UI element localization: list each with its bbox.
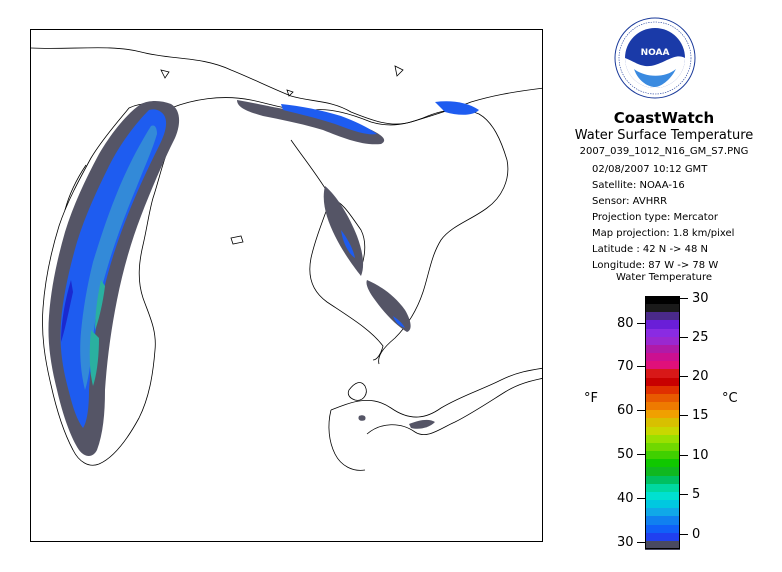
scale-title: Water Temperature: [615, 272, 713, 283]
lake-huron-west-shore: [290, 139, 384, 361]
fahrenheit-tick-label: 70: [617, 359, 634, 374]
celsius-tick: [680, 455, 688, 456]
celsius-tick-label: 5: [692, 487, 701, 502]
colorbar-segment: [645, 296, 680, 305]
lake-erie-coastline: [330, 367, 542, 418]
colorbar-segment: [645, 377, 680, 387]
longitude-text: Longitude: 87 W -> 78 W: [592, 260, 719, 271]
colorbar-segment: [645, 344, 680, 354]
fahrenheit-tick-label: 40: [617, 491, 634, 506]
fahrenheit-tick: [637, 323, 645, 324]
lake-michigan-coastline: [42, 103, 178, 466]
colorbar-segment: [645, 304, 680, 313]
colorbar-segment: [645, 516, 680, 526]
fahrenheit-tick: [637, 498, 645, 499]
colorbar-segment: [645, 369, 680, 379]
green-bay-coastline: [64, 164, 87, 211]
island-outline: [230, 235, 244, 245]
sensor-text: Sensor: AVHRR: [592, 196, 668, 207]
fahrenheit-tick: [637, 410, 645, 411]
celsius-tick-label: 20: [692, 369, 709, 384]
lake-michigan-temperature-field: [48, 101, 180, 456]
island-outline: [394, 65, 404, 77]
colorbar-segment: [645, 540, 680, 550]
noaa-logo: NOAA: [614, 17, 696, 99]
colorbar-segment: [645, 483, 680, 493]
product-subtitle: Water Surface Temperature: [574, 128, 754, 143]
celsius-tick-label: 25: [692, 330, 709, 345]
colorbar-segment: [645, 467, 680, 477]
celsius-tick-label: 15: [692, 408, 709, 423]
colorbar-segment: [645, 508, 680, 517]
colorbar-segment: [645, 434, 680, 444]
svg-text:NOAA: NOAA: [641, 48, 670, 58]
lake-huron-north-shore: [170, 97, 508, 161]
colorbar-segment: [645, 320, 680, 330]
lake-st-clair: [347, 382, 367, 401]
island-outline: [286, 89, 294, 97]
saginaw-bay-coastline: [330, 197, 366, 269]
colorbar-segment: [645, 336, 680, 346]
colorbar-segment: [645, 426, 680, 436]
colorbar-segment: [645, 328, 680, 338]
fahrenheit-tick-label: 30: [617, 535, 634, 550]
fahrenheit-tick-label: 80: [617, 316, 634, 331]
product-title: CoastWatch: [613, 109, 715, 127]
celsius-tick: [680, 415, 688, 416]
colorbar-segment: [645, 475, 680, 485]
fahrenheit-tick-label: 60: [617, 403, 634, 418]
celsius-tick: [680, 534, 688, 535]
fahrenheit-unit-label: °F: [584, 391, 598, 406]
lake-erie-north-shore: [366, 378, 542, 436]
great-lakes-map: [31, 47, 542, 471]
latitude-text: Latitude : 42 N -> 48 N: [592, 244, 708, 255]
fahrenheit-tick: [637, 542, 645, 543]
colorbar-border: [645, 296, 680, 549]
temperature-colorbar: [645, 296, 680, 550]
colorbar-segment: [645, 353, 680, 362]
fahrenheit-tick: [637, 454, 645, 455]
colorbar-segment: [645, 385, 680, 395]
datetime-text: 02/08/2007 10:12 GMT: [592, 164, 708, 175]
lake-erie-west-end: [328, 409, 366, 471]
image-filename: 2007_039_1012_N16_GM_S7.PNG: [579, 146, 749, 157]
fahrenheit-tick-label: 50: [617, 447, 634, 462]
colorbar-segment: [645, 451, 680, 460]
colorbar-segment: [645, 393, 680, 403]
colorbar-segment: [645, 361, 680, 371]
north-shore-temperature-field: [237, 100, 479, 145]
celsius-tick-label: 30: [692, 291, 709, 306]
island-outline: [160, 69, 170, 79]
colorbar-segment: [645, 491, 680, 501]
colorbar-segment: [645, 418, 680, 428]
celsius-unit-label: °C: [722, 391, 738, 406]
lake-huron-east-shore: [378, 159, 509, 365]
celsius-tick: [680, 337, 688, 338]
colorbar-segment: [645, 402, 680, 411]
map-panel: [30, 29, 543, 542]
projection-type-text: Projection type: Mercator: [592, 212, 718, 223]
celsius-tick-label: 0: [692, 527, 701, 542]
celsius-tick: [680, 298, 688, 299]
colorbar-segment: [645, 500, 680, 509]
colorbar-segment: [645, 532, 680, 542]
colorbar-segment: [645, 524, 680, 534]
lake-huron-temperature-field: [323, 186, 411, 332]
colorbar-segment: [645, 459, 680, 468]
celsius-tick-label: 10: [692, 448, 709, 463]
colorbar-segment: [645, 410, 680, 419]
map-projection-text: Map projection: 1.8 km/pixel: [592, 228, 735, 239]
celsius-tick: [680, 494, 688, 495]
satellite-text: Satellite: NOAA-16: [592, 180, 685, 191]
celsius-tick: [680, 376, 688, 377]
fahrenheit-tick: [637, 366, 645, 367]
colorbar-segment: [645, 442, 680, 452]
colorbar-segment: [645, 312, 680, 322]
lake-erie-temperature-field: [358, 415, 435, 429]
